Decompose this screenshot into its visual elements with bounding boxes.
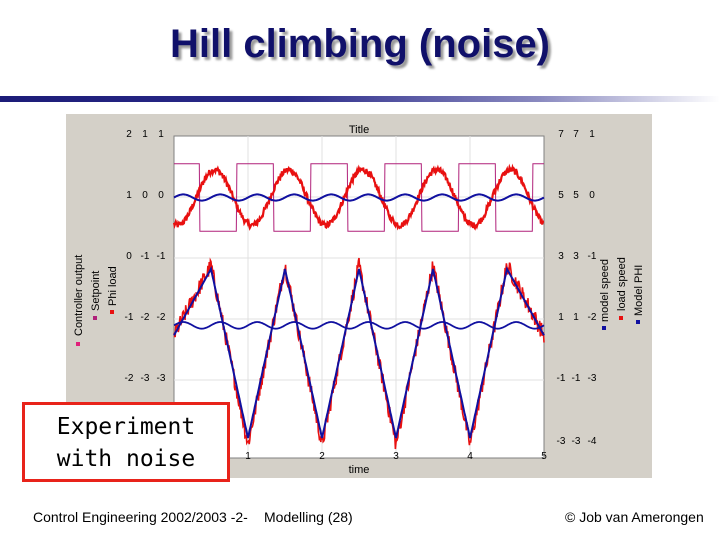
right-tick-label: 7 [558,129,564,140]
tick-labels: 2 1 11 0 00 -1 -1-1 -2 -2-2 -3 -37 7 15 5 03 3 -11 1 -2-1-… [125,129,597,462]
right-tick-label: -2 [588,312,597,323]
right-tick-label: 1 [573,312,579,323]
x-tick-label: 2 [319,451,325,462]
right-tick-label: -3 [572,436,581,447]
plot-area [173,135,545,459]
legend-label-model-speed: model speed [599,259,611,322]
right-tick-label: 0 [589,190,595,201]
left-legend: Controller output Setpoint Phi load [73,255,119,346]
chart: 2 1 11 0 00 -1 -1-1 -2 -2-2 -3 -37 7 15 5 03 3 -11 1 -2-1-… [73,124,645,476]
x-tick-label: 4 [467,451,473,462]
left-tick-label: 1 [126,190,132,201]
left-tick-label: -3 [157,373,166,384]
series-model-phi [173,193,545,202]
right-tick-label: 1 [558,312,564,323]
legend-label-load-speed: load speed [616,257,628,311]
left-tick-label: 0 [126,251,132,262]
left-tick-label: -1 [125,312,134,323]
right-tick-label: -1 [572,373,581,384]
title-rule [0,96,720,102]
left-tick-label: -1 [157,251,166,262]
legend-swatch-controller-output [76,342,80,346]
left-tick-label: -2 [141,312,150,323]
series-model-speed [173,265,545,439]
left-tick-label: 0 [142,190,148,201]
legend-swatch-model-phi [636,320,640,324]
footer-copyright: © Job van Amerongen [565,509,704,525]
right-tick-label: 3 [573,251,579,262]
left-tick-label: -1 [141,251,150,262]
right-tick-label: -4 [588,436,597,447]
series-phi-load [172,163,545,231]
left-tick-label: 1 [158,129,164,140]
right-tick-label: 3 [558,251,564,262]
left-tick-label: -2 [125,373,134,384]
series-controller-output [173,321,545,330]
callout-line-2: with noise [56,446,196,472]
left-tick-label: 2 [126,129,132,140]
right-tick-label: -3 [557,436,566,447]
right-tick-label: 5 [558,190,564,201]
right-tick-label: -3 [588,373,597,384]
footer-course: Control Engineering 2002/2003 -2- [33,509,248,525]
series-group [172,163,545,450]
right-tick-label: -1 [588,251,597,262]
slide-title: Hill climbing (noise) [169,22,551,66]
footer-page: Modelling (28) [264,509,353,525]
right-legend: model speed load speed Model PHI [599,257,645,330]
legend-label-controller-output: Controller output [73,255,85,336]
right-tick-label: 7 [573,129,579,140]
legend-swatch-model-speed [602,326,606,330]
series-setpoint [174,163,544,232]
left-tick-label: 0 [158,190,164,201]
x-axis-label: time [349,464,370,476]
right-tick-label: 5 [573,190,579,201]
x-tick-label: 1 [245,451,251,462]
right-tick-label: 1 [589,129,595,140]
legend-label-phi-load: Phi load [107,266,119,306]
chart-title: Title [349,124,369,136]
x-tick-label: 3 [393,451,399,462]
x-tick-label: 5 [541,451,547,462]
legend-label-model-phi: Model PHI [633,265,645,316]
callout-box: Experiment with noise [22,402,230,482]
right-tick-label: -1 [557,373,566,384]
legend-label-setpoint: Setpoint [90,271,102,311]
legend-swatch-phi-load [110,310,114,314]
legend-swatch-setpoint [93,316,97,320]
left-tick-label: -2 [157,312,166,323]
left-tick-label: 1 [142,129,148,140]
left-tick-label: -3 [141,373,150,384]
callout-line-1: Experiment [56,414,196,440]
legend-swatch-load-speed [619,316,623,320]
